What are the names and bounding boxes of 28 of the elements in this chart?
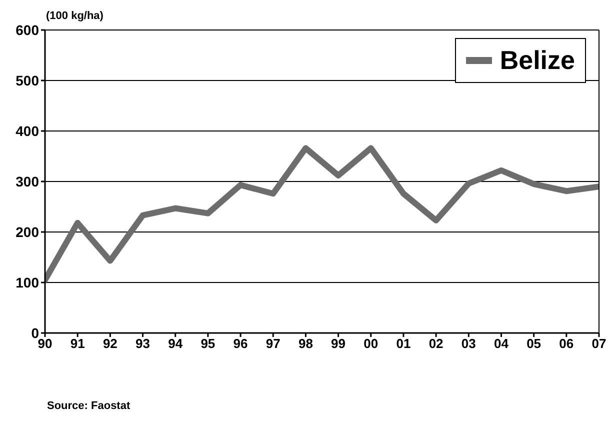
- x-tick-label: 95: [200, 336, 216, 352]
- x-tick-label: 99: [331, 336, 346, 352]
- x-tick-label: 97: [266, 336, 280, 352]
- y-tick-label: 300: [16, 173, 40, 190]
- y-tick-label: 400: [16, 122, 40, 139]
- y-tick-label: 500: [16, 72, 40, 88]
- x-tick-label: 00: [364, 336, 378, 352]
- x-tick-label: 93: [136, 336, 150, 352]
- y-tick-label: 200: [16, 224, 40, 240]
- x-tick-label: 06: [559, 336, 574, 352]
- x-tick-label: 90: [38, 336, 52, 352]
- x-tick-label: 01: [396, 336, 411, 352]
- y-tick-label: 100: [16, 274, 40, 290]
- source-note: Source: Faostat: [47, 400, 130, 412]
- x-tick-label: 05: [526, 336, 542, 352]
- x-tick-label: 92: [102, 336, 118, 352]
- x-tick-label: 98: [298, 336, 313, 352]
- x-tick-label: 04: [494, 336, 510, 352]
- y-tick-label: 600: [16, 22, 40, 38]
- x-tick-label: 07: [592, 336, 606, 352]
- x-tick-label: 96: [233, 336, 248, 352]
- x-tick-label: 91: [70, 336, 85, 352]
- legend-label: Belize: [500, 45, 575, 76]
- x-tick-label: 94: [168, 336, 184, 352]
- x-tick-label: 02: [428, 336, 444, 352]
- y-tick-label: 0: [31, 324, 40, 341]
- y-axis-title: (100 kg/ha): [46, 10, 104, 22]
- x-tick-label: 03: [461, 336, 476, 352]
